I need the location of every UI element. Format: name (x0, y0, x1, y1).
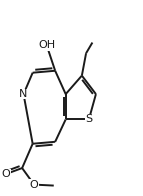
Text: N: N (19, 89, 27, 99)
Text: O: O (30, 180, 38, 190)
Text: OH: OH (38, 40, 55, 50)
Text: O: O (2, 169, 10, 179)
Text: S: S (85, 114, 93, 124)
